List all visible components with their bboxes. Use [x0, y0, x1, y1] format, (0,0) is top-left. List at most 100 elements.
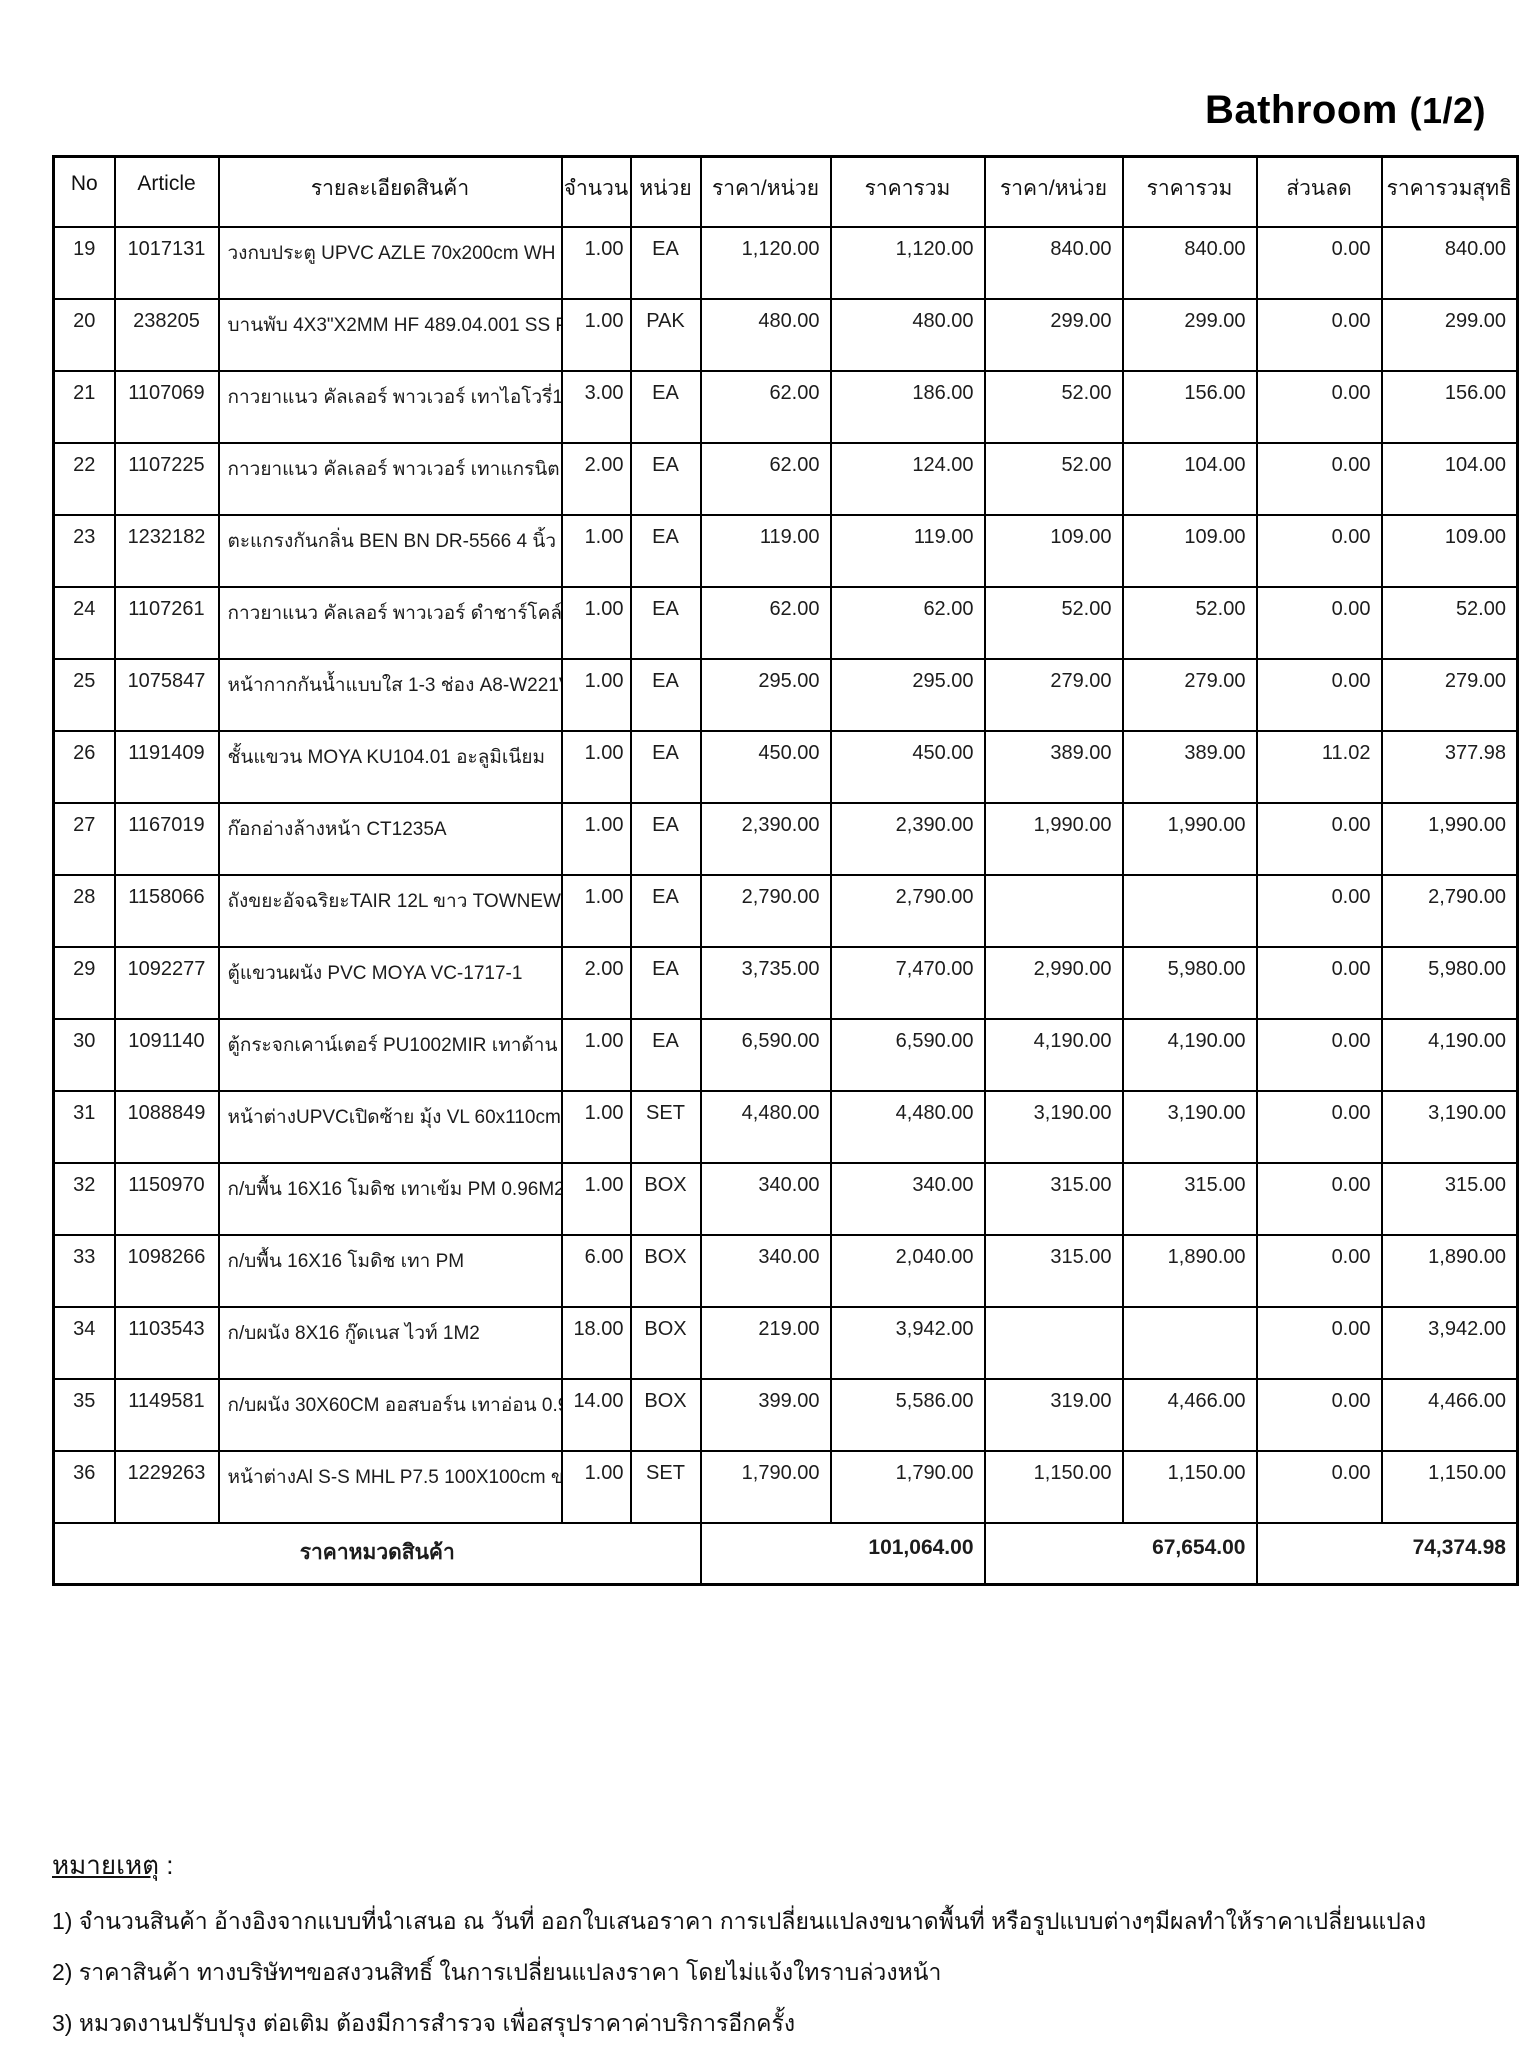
cell-unit-price-standard: 2,790.00: [699, 873, 832, 948]
cell-unit-price-discounted: 319.00: [983, 1377, 1124, 1452]
cell-no: 23: [52, 513, 116, 588]
cell-unit: EA: [629, 657, 702, 732]
cell-article: 1098266: [113, 1233, 220, 1308]
cell-article: 238205: [113, 297, 220, 372]
cell-unit-price-standard: 62.00: [699, 369, 832, 444]
cell-unit-price-standard: 219.00: [699, 1305, 832, 1380]
cell-total-discounted: 104.00: [1121, 441, 1258, 516]
table-row: 20 238205 บานพับ 4X3"X2MM HF 489.04.001 …: [52, 297, 1519, 372]
cell-article: 1103543: [113, 1305, 220, 1380]
cell-total-discounted: 52.00: [1121, 585, 1258, 660]
cell-quantity: 1.00: [560, 1161, 632, 1236]
cell-unit: EA: [629, 369, 702, 444]
cell-net-total: 109.00: [1380, 513, 1519, 588]
cell-description: ตะแกรงกันกลิ่น BEN BN DR-5566 4 นิ้ว: [217, 513, 563, 588]
cell-description: ชั้นแขวน MOYA KU104.01 อะลูมิเนียม: [217, 729, 563, 804]
cell-unit: BOX: [629, 1305, 702, 1380]
cell-total-discounted: 156.00: [1121, 369, 1258, 444]
cell-discount: 0.00: [1255, 1017, 1383, 1092]
cell-total-discounted: 3,190.00: [1121, 1089, 1258, 1164]
cell-unit-price-standard: 2,390.00: [699, 801, 832, 876]
cell-article: 1149581: [113, 1377, 220, 1452]
cell-no: 36: [52, 1449, 116, 1524]
col-header-no: No: [52, 155, 116, 228]
cell-unit-price-discounted: 299.00: [983, 297, 1124, 372]
cell-unit-price-standard: 6,590.00: [699, 1017, 832, 1092]
cell-description: ก/บผนัง 30X60CM ออสบอร์น เทาอ่อน 0.9M: [217, 1377, 563, 1452]
cell-discount: 0.00: [1255, 945, 1383, 1020]
cell-quantity: 1.00: [560, 1449, 632, 1524]
cell-net-total: 5,980.00: [1380, 945, 1519, 1020]
cell-unit-price-discounted: 840.00: [983, 225, 1124, 300]
note-line-1: 1) จำนวนสินค้า อ้างอิงจากแบบที่นำเสนอ ณ …: [52, 1908, 1427, 1934]
notes-section: หมายเหตุ : 1) จำนวนสินค้า อ้างอิงจากแบบท…: [52, 1845, 1512, 2057]
cell-total-standard: 2,040.00: [829, 1233, 986, 1308]
cell-no: 21: [52, 369, 116, 444]
table-row: 28 1158066 ถังขยะอัจฉริยะTAIR 12L ขาว TO…: [52, 873, 1519, 948]
cell-unit-price-standard: 3,735.00: [699, 945, 832, 1020]
cell-discount: 0.00: [1255, 369, 1383, 444]
cell-total-standard: 1,120.00: [829, 225, 986, 300]
cell-no: 31: [52, 1089, 116, 1164]
cell-no: 29: [52, 945, 116, 1020]
page-title: Bathroom (1/2): [1205, 88, 1486, 133]
table-row: 32 1150970 ก/บพื้น 16X16 โมดิช เทาเข้ม P…: [52, 1161, 1519, 1236]
cell-discount: 0.00: [1255, 657, 1383, 732]
cell-description: กาวยาแนว คัลเลอร์ พาวเวอร์ เทาแกรนิต1kg: [217, 441, 563, 516]
cell-discount: 0.00: [1255, 225, 1383, 300]
cell-total-standard: 340.00: [829, 1161, 986, 1236]
col-header-unit: หน่วย: [629, 155, 702, 228]
cell-total-discounted: 299.00: [1121, 297, 1258, 372]
cell-net-total: 4,466.00: [1380, 1377, 1519, 1452]
cell-unit-price-standard: 340.00: [699, 1161, 832, 1236]
cell-total-discounted: 109.00: [1121, 513, 1258, 588]
cell-quantity: 1.00: [560, 225, 632, 300]
table-footer: ราคาหมวดสินค้า 101,064.00 67,654.00 74,3…: [52, 1521, 1519, 1586]
cell-unit-price-standard: 295.00: [699, 657, 832, 732]
cell-total-discounted: [1121, 1305, 1258, 1380]
cell-article: 1232182: [113, 513, 220, 588]
cell-description: ตู้กระจกเคาน์เตอร์ PU1002MIR เทาด้าน: [217, 1017, 563, 1092]
note-line-2: 2) ราคาสินค้า ทางบริษัทฯขอสงวนสิทธิ์ ในก…: [52, 1959, 942, 1985]
cell-unit-price-discounted: 279.00: [983, 657, 1124, 732]
cell-quantity: 1.00: [560, 729, 632, 804]
cell-unit-price-discounted: 52.00: [983, 585, 1124, 660]
cell-net-total: 3,942.00: [1380, 1305, 1519, 1380]
cell-net-total: 299.00: [1380, 297, 1519, 372]
cell-quantity: 1.00: [560, 1089, 632, 1164]
col-header-quantity: จำนวน: [560, 155, 632, 228]
totals-label: ราคาหมวดสินค้า: [52, 1521, 702, 1586]
cell-net-total: 840.00: [1380, 225, 1519, 300]
page-title-text: Bathroom: [1204, 88, 1398, 132]
totals-standard: 101,064.00: [699, 1521, 986, 1586]
cell-description: ตู้แขวนผนัง PVC MOYA VC-1717-1: [217, 945, 563, 1020]
cell-net-total: 1,990.00: [1380, 801, 1519, 876]
cell-unit-price-standard: 1,120.00: [699, 225, 832, 300]
cell-no: 32: [52, 1161, 116, 1236]
cell-unit: EA: [629, 729, 702, 804]
cell-total-discounted: 4,466.00: [1121, 1377, 1258, 1452]
quotation-table: No Article รายละเอียดสินค้า จำนวน หน่วย …: [52, 155, 1519, 1586]
cell-unit-price-standard: 340.00: [699, 1233, 832, 1308]
cell-description: หน้ากากกันน้ำแบบใส 1-3 ช่อง A8-W221V HA: [217, 657, 563, 732]
cell-unit: SET: [629, 1449, 702, 1524]
cell-description: วงกบประตู UPVC AZLE 70x200cm WH: [217, 225, 563, 300]
cell-discount: 0.00: [1255, 1161, 1383, 1236]
cell-net-total: 3,190.00: [1380, 1089, 1519, 1164]
cell-discount: 0.00: [1255, 1449, 1383, 1524]
cell-discount: 0.00: [1255, 1305, 1383, 1380]
table-row: 36 1229263 หน้าต่างAl S-S MHL P7.5 100X1…: [52, 1449, 1519, 1524]
cell-total-discounted: 1,890.00: [1121, 1233, 1258, 1308]
table-row: 22 1107225 กาวยาแนว คัลเลอร์ พาวเวอร์ เท…: [52, 441, 1519, 516]
cell-unit-price-discounted: 52.00: [983, 369, 1124, 444]
cell-total-standard: 7,470.00: [829, 945, 986, 1020]
cell-net-total: 2,790.00: [1380, 873, 1519, 948]
cell-net-total: 156.00: [1380, 369, 1519, 444]
cell-net-total: 279.00: [1380, 657, 1519, 732]
cell-quantity: 6.00: [560, 1233, 632, 1308]
cell-total-discounted: 389.00: [1121, 729, 1258, 804]
totals-row: ราคาหมวดสินค้า 101,064.00 67,654.00 74,3…: [52, 1521, 1519, 1586]
cell-total-standard: 124.00: [829, 441, 986, 516]
cell-total-discounted: 1,990.00: [1121, 801, 1258, 876]
cell-unit: SET: [629, 1089, 702, 1164]
